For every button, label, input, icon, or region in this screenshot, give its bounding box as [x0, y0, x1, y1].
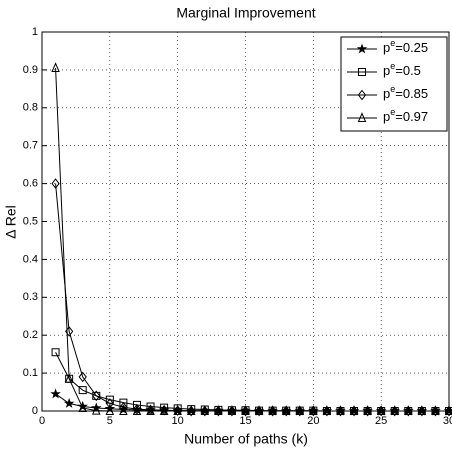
- marker: [173, 405, 182, 415]
- marker: [404, 405, 413, 415]
- marker: [282, 405, 291, 417]
- marker: [357, 89, 367, 101]
- marker: [132, 403, 142, 415]
- y-tick-label: 0.6: [23, 178, 38, 190]
- marker: [417, 405, 427, 417]
- marker: [309, 405, 318, 417]
- marker: [50, 388, 61, 399]
- y-tick-label: 0: [32, 405, 38, 417]
- marker: [200, 405, 209, 417]
- marker: [363, 405, 372, 417]
- marker: [417, 405, 427, 415]
- legend-label: pe=0.97: [383, 107, 428, 124]
- marker: [91, 402, 102, 413]
- marker: [241, 405, 250, 417]
- marker: [214, 405, 223, 415]
- marker: [105, 405, 115, 415]
- marker: [254, 405, 264, 417]
- marker: [309, 405, 318, 415]
- marker: [51, 62, 60, 73]
- legend-label: pe=0.25: [383, 38, 428, 55]
- y-tick-label: 1: [32, 26, 38, 38]
- marker: [227, 405, 237, 417]
- marker: [268, 405, 277, 417]
- x-tick-label: 5: [107, 415, 113, 427]
- marker: [390, 405, 399, 417]
- marker: [173, 404, 182, 413]
- marker: [241, 405, 250, 415]
- marker: [78, 402, 87, 412]
- legend-label: pe=0.85: [383, 84, 428, 101]
- x-tick-label: 0: [39, 415, 45, 427]
- marker: [322, 405, 332, 417]
- marker: [200, 405, 210, 415]
- marker: [78, 386, 87, 395]
- marker: [295, 405, 305, 415]
- marker: [356, 43, 368, 54]
- x-tick-label: 20: [307, 415, 319, 427]
- marker: [63, 397, 75, 408]
- marker: [444, 405, 452, 417]
- marker: [349, 405, 359, 415]
- marker: [322, 405, 332, 415]
- y-tick-label: 0.3: [23, 291, 38, 303]
- marker: [92, 390, 101, 402]
- marker: [336, 405, 345, 417]
- marker: [92, 404, 101, 415]
- chart-title: Marginal Improvement: [176, 5, 315, 21]
- x-tick-label: 25: [375, 415, 387, 427]
- marker: [214, 405, 223, 417]
- marker: [146, 405, 155, 415]
- marker: [431, 405, 440, 415]
- marker: [444, 405, 452, 415]
- y-axis-label: Δ Rel: [3, 205, 19, 238]
- marker: [349, 405, 359, 417]
- marker: [336, 405, 345, 415]
- legend-label: pe=0.5: [383, 61, 421, 78]
- marker: [132, 405, 142, 415]
- x-tick-label: 10: [172, 415, 184, 427]
- legend-box: [340, 36, 448, 132]
- marker: [377, 405, 386, 417]
- marker: [281, 405, 291, 415]
- marker: [105, 398, 114, 409]
- y-tick-label: 0.7: [23, 140, 38, 152]
- marker: [78, 371, 87, 383]
- y-tick-label: 0.5: [23, 215, 38, 227]
- x-tick-label: 15: [239, 415, 251, 427]
- y-tick-label: 0.2: [23, 329, 38, 341]
- marker: [51, 178, 60, 189]
- marker: [404, 405, 413, 417]
- marker: [51, 348, 60, 357]
- y-tick-label: 0.1: [23, 367, 38, 379]
- marker: [295, 405, 304, 417]
- marker: [390, 405, 399, 415]
- x-axis-label: Number of paths (k): [184, 431, 308, 447]
- y-tick-label: 0.9: [23, 64, 38, 76]
- x-tick-label: 30: [443, 415, 452, 427]
- y-tick-label: 0.4: [23, 253, 38, 265]
- marker: [363, 405, 372, 415]
- marker: [186, 405, 196, 415]
- marker: [357, 112, 367, 122]
- marker: [173, 405, 182, 416]
- marker: [159, 405, 169, 415]
- marker: [268, 405, 277, 415]
- marker: [119, 405, 128, 415]
- marker: [119, 401, 128, 413]
- marker: [358, 68, 366, 76]
- marker: [431, 405, 440, 417]
- marker: [227, 405, 237, 415]
- marker: [64, 373, 74, 383]
- y-tick-label: 0.8: [23, 102, 38, 114]
- marker: [119, 398, 128, 407]
- marker: [187, 405, 196, 417]
- marker: [376, 405, 386, 415]
- marker: [254, 405, 264, 415]
